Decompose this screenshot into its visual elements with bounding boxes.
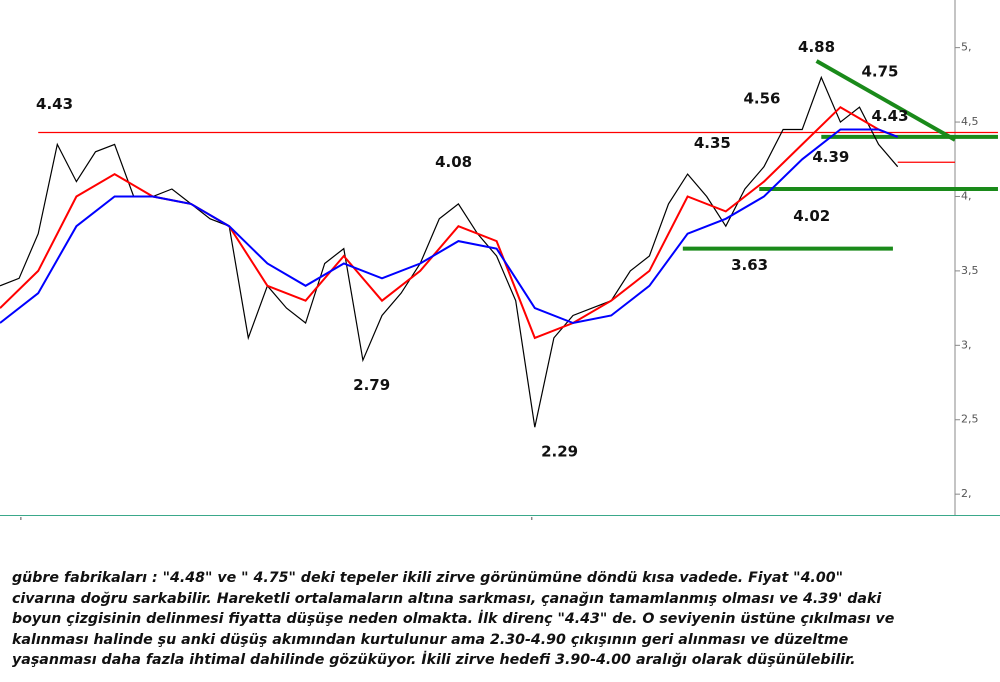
chart: 5,4,54,3,53,2,52,13144.434.082.792.294.3… [0, 0, 1000, 520]
y-tick-label: 2, [961, 487, 972, 500]
y-tick-label: 5, [961, 41, 972, 54]
annotation: 4.35 [694, 134, 731, 152]
y-tick-label: 4,5 [961, 115, 979, 128]
series-line [0, 128, 899, 325]
annotation: 2.79 [353, 376, 390, 394]
annotation: 4.56 [743, 90, 780, 108]
y-tick-label: 4, [961, 189, 972, 202]
annotation: 4.43 [872, 107, 909, 125]
annotation: 4.75 [861, 62, 898, 80]
annotation: 4.39 [812, 148, 849, 166]
note-line: civarına doğru sarkabilir. Hareketli ort… [12, 590, 882, 607]
series-line [0, 75, 899, 428]
note-line: kalınması halinde şu anki düşüş akımında… [12, 631, 849, 648]
note-line: gübre fabrikaları : "4.48" ve " 4.75" de… [12, 570, 843, 586]
annotation: 4.88 [798, 38, 835, 56]
level-line [815, 59, 956, 142]
y-tick-label: 3,5 [961, 264, 979, 277]
annotation: 4.02 [793, 207, 830, 225]
y-tick-label: 2,5 [961, 413, 979, 426]
series-line [0, 105, 899, 340]
annotation: 4.43 [36, 95, 73, 113]
annotation: 4.08 [435, 153, 472, 171]
annotation: 3.63 [731, 256, 768, 274]
note-line: boyun çizgisinin delinmesi fiyatta düşüş… [12, 611, 895, 627]
annotation: 2.29 [541, 442, 578, 460]
y-tick-label: 3, [961, 338, 972, 351]
note: gübre fabrikaları : "4.48" ve " 4.75" de… [12, 568, 894, 671]
note-line: yaşanması daha fazla ihtimal dahilinde g… [12, 652, 856, 668]
